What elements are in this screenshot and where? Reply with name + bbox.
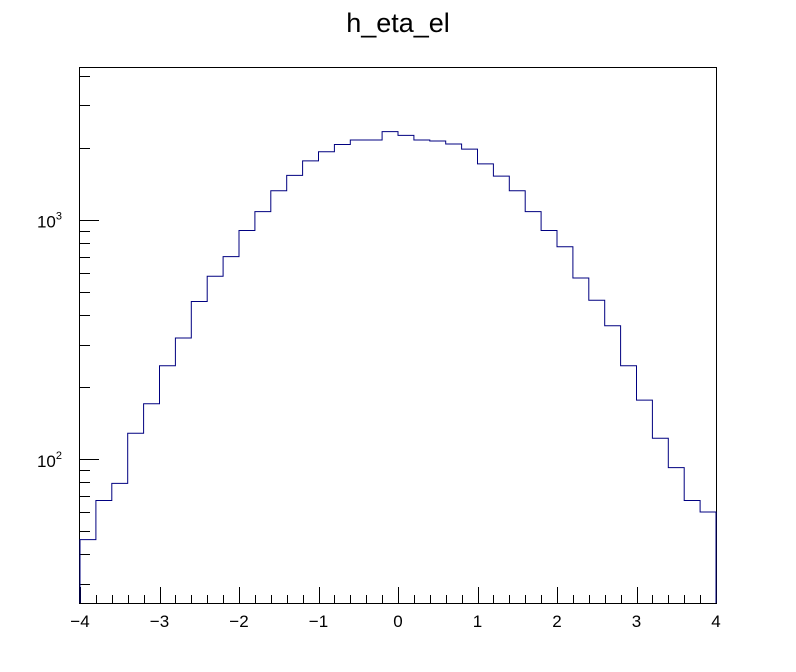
axis-ticks xyxy=(80,76,717,603)
x-tick-label: 1 xyxy=(473,612,482,631)
axis-tick-labels: −4 −3 −2 −1 0 1 2 3 4 102 103 xyxy=(37,211,721,631)
x-tick-label: −2 xyxy=(229,612,248,631)
x-tick-label: 3 xyxy=(632,612,641,631)
x-tick-label: 4 xyxy=(711,612,720,631)
y-tick-label: 103 xyxy=(37,211,62,232)
x-tick-label: 2 xyxy=(552,612,561,631)
chart-title: h_eta_el xyxy=(346,8,450,38)
x-tick-label: −1 xyxy=(309,612,328,631)
x-tick-label: −4 xyxy=(70,612,89,631)
histogram-series-line xyxy=(79,131,717,603)
x-tick-label: 0 xyxy=(393,612,402,631)
x-tick-label: −3 xyxy=(150,612,169,631)
plot-frame xyxy=(79,67,717,604)
y-tick-label: 102 xyxy=(37,450,62,471)
